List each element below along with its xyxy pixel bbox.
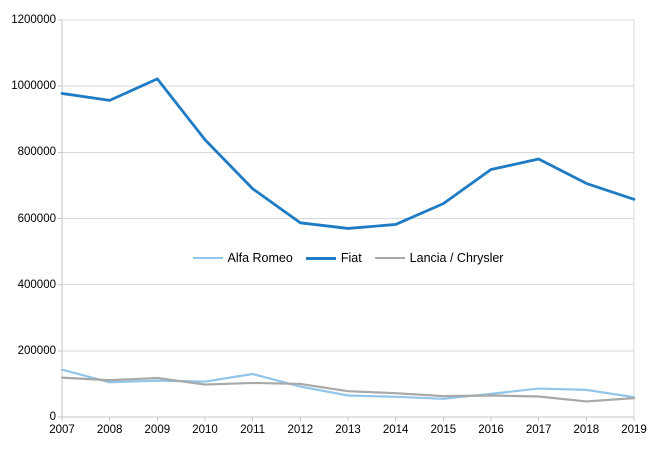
x-axis-label: 2011 bbox=[240, 424, 266, 436]
x-axis-label: 2009 bbox=[144, 424, 171, 436]
x-axis-label: 2013 bbox=[335, 424, 361, 436]
series-line-fiat bbox=[60, 77, 636, 230]
x-axis-label: 2019 bbox=[621, 424, 647, 436]
x-axis-label: 2015 bbox=[430, 424, 457, 436]
legend-line-icon bbox=[305, 256, 336, 260]
x-axis-label: 2017 bbox=[525, 424, 552, 436]
x-axis-label: 2018 bbox=[573, 424, 600, 436]
x-axis-label: 2010 bbox=[192, 424, 218, 436]
y-axis-label: 1200000 bbox=[11, 14, 56, 26]
y-axis-label: 200000 bbox=[17, 344, 56, 357]
legend-item-fiat: Fiat bbox=[305, 251, 362, 265]
legend-item-lancia-chrysler: Lancia / Chrysler bbox=[374, 251, 504, 265]
legend-label: Fiat bbox=[340, 251, 362, 265]
y-axis-label: 1000000 bbox=[11, 80, 56, 93]
legend-line-icon bbox=[192, 257, 223, 259]
y-axis-label: 800000 bbox=[17, 146, 56, 159]
series-line-lancia-chrysler bbox=[60, 376, 636, 403]
x-axis-label: 2007 bbox=[49, 424, 75, 436]
x-axis-label: 2016 bbox=[478, 424, 504, 436]
y-axis-label: 600000 bbox=[17, 212, 56, 225]
series-line-alfa-romeo bbox=[60, 368, 636, 400]
x-axis-label: 2014 bbox=[382, 424, 409, 436]
legend-label: Alfa Romeo bbox=[227, 251, 293, 265]
legend-label: Lancia / Chrysler bbox=[409, 251, 504, 265]
y-axis-label: 400000 bbox=[17, 278, 56, 291]
chart-legend: Alfa Romeo Fiat Lancia / Chrysler bbox=[62, 249, 634, 267]
legend-line-icon bbox=[374, 257, 405, 259]
legend-item-alfa-romeo: Alfa Romeo bbox=[192, 251, 293, 265]
y-axis-label: 0 bbox=[49, 411, 56, 423]
x-axis-label: 2008 bbox=[96, 424, 123, 436]
x-axis-label: 2012 bbox=[287, 424, 314, 436]
